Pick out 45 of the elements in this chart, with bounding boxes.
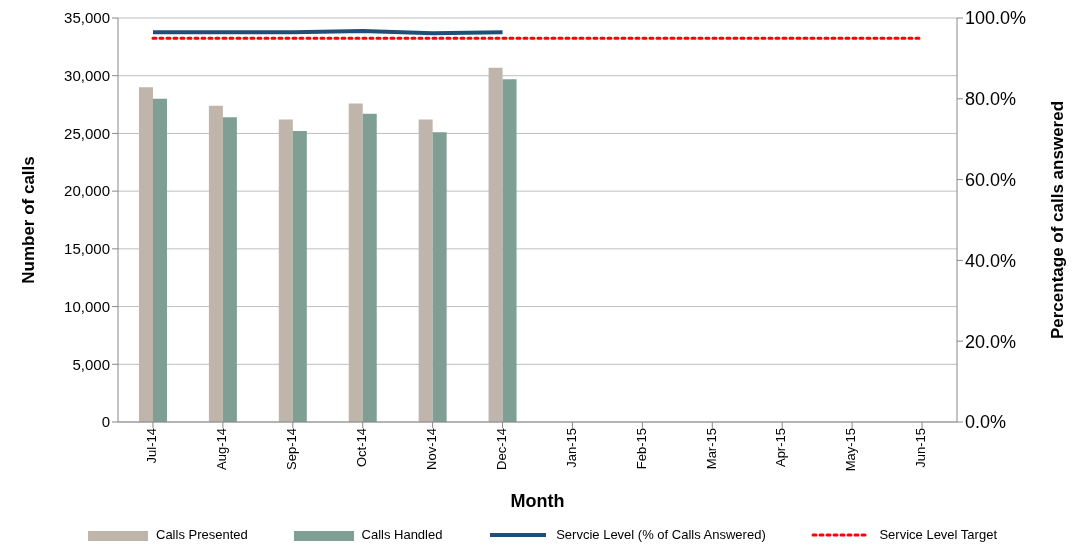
legend-label: Servcie Level (% of Calls Answered) bbox=[555, 527, 766, 542]
x-tick-label: Oct-14 bbox=[353, 428, 369, 468]
y-tick-label: 5,000 bbox=[72, 355, 110, 373]
y2-tick-label: 60.0% bbox=[965, 169, 1017, 190]
x-axis-title: Month bbox=[510, 491, 565, 511]
y-tick-label: 25,000 bbox=[64, 124, 110, 142]
y-tick-label: 20,000 bbox=[64, 182, 110, 200]
x-tick-label: May-15 bbox=[843, 428, 859, 472]
bar bbox=[432, 132, 447, 422]
x-tick-label: Jan-15 bbox=[563, 428, 579, 468]
bar bbox=[222, 117, 237, 422]
y2-tick-label: 20.0% bbox=[965, 331, 1017, 352]
x-tick-label: Jul-14 bbox=[144, 428, 160, 464]
y-tick-label: 30,000 bbox=[64, 67, 110, 85]
bar bbox=[362, 113, 377, 422]
y2-tick-label: 80.0% bbox=[965, 89, 1017, 110]
y-axis-title: Number of calls bbox=[19, 156, 39, 284]
y2-tick-label: 100.0% bbox=[965, 8, 1027, 29]
x-tick-label: Aug-14 bbox=[214, 428, 230, 470]
bar bbox=[488, 67, 503, 422]
x-tick-label: Sep-14 bbox=[284, 428, 300, 470]
legend-label: Calls Presented bbox=[155, 527, 248, 542]
x-tick-label: Dec-14 bbox=[493, 428, 509, 470]
bar bbox=[152, 98, 167, 422]
y-tick-label: 10,000 bbox=[64, 297, 110, 315]
bar bbox=[278, 119, 293, 422]
y2-tick-label: 0.0% bbox=[965, 412, 1007, 433]
y2-axis-title: Percentage of calls answered bbox=[1048, 100, 1068, 340]
x-tick-label: Jun-15 bbox=[913, 428, 929, 468]
x-tick-label: Nov-14 bbox=[423, 428, 439, 470]
bar bbox=[502, 79, 517, 422]
bar bbox=[348, 103, 363, 422]
legend-label: Calls Handled bbox=[360, 527, 443, 542]
bar bbox=[418, 119, 433, 422]
x-tick-label: Apr-15 bbox=[773, 428, 789, 468]
bar bbox=[208, 105, 223, 422]
y2-tick-label: 40.0% bbox=[965, 250, 1017, 271]
bar bbox=[292, 131, 307, 422]
y-tick-label: 35,000 bbox=[64, 9, 110, 27]
y-tick-label: 15,000 bbox=[64, 240, 110, 258]
legend-label: Service Level Target bbox=[878, 527, 997, 542]
x-tick-label: Mar-15 bbox=[703, 428, 719, 470]
bar bbox=[138, 87, 153, 422]
y-tick-label: 0 bbox=[101, 413, 110, 431]
x-tick-label: Feb-15 bbox=[633, 428, 649, 470]
